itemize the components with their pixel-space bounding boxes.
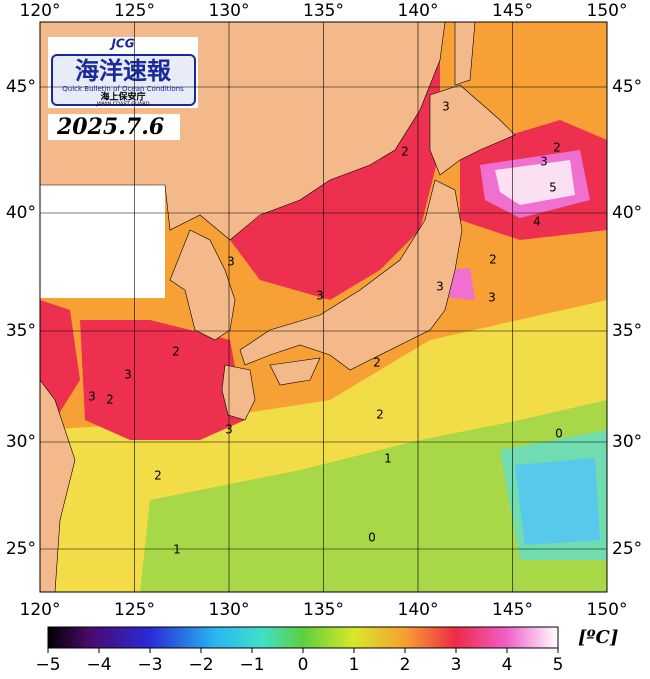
lon-label: 130° (209, 1, 250, 21)
lat-label: 45° (612, 77, 642, 97)
colorbar-label: −4 (86, 655, 111, 675)
lon-label: 145° (492, 600, 533, 620)
colorbar-label: −1 (239, 655, 264, 675)
colorbar-label: 3 (451, 655, 462, 675)
contour-label: 2 (553, 141, 561, 155)
contour-label: 3 (88, 390, 96, 404)
colorbar-unit: [ºC] (578, 627, 618, 648)
contour-label: 3 (488, 291, 496, 305)
colorbar-label: −2 (188, 655, 213, 675)
lat-label: 30° (612, 432, 642, 452)
contour-label: 2 (401, 145, 409, 159)
lon-label: 125° (114, 600, 155, 620)
lon-label: 145° (492, 1, 533, 21)
contour-label: 5 (549, 181, 557, 195)
contour-label: 3 (124, 368, 132, 382)
lon-label: 120° (20, 600, 61, 620)
logo-jcg: JCG (109, 37, 134, 51)
lon-label: 135° (303, 1, 344, 21)
lat-label: 45° (6, 77, 36, 97)
lon-label: 130° (209, 600, 250, 620)
logo-agency-en: JAPAN COAST GUARD (95, 102, 149, 108)
contour-label: 1 (384, 452, 392, 466)
date: 2025.7.6 (56, 114, 164, 140)
lon-label: 140° (398, 1, 439, 21)
contour-label: 2 (106, 393, 114, 407)
lat-label: 35° (612, 321, 642, 341)
lon-label: 150° (587, 600, 628, 620)
logo-subtitle: Quick Bulletin of Ocean Conditions (62, 85, 184, 93)
lon-label: 140° (398, 600, 439, 620)
lat-label: 25° (612, 539, 642, 559)
lon-label: 125° (114, 1, 155, 21)
lat-label: 40° (6, 203, 36, 223)
lon-label: 120° (20, 1, 61, 21)
contour-label: 3 (540, 155, 548, 169)
contour-label: 3 (316, 289, 324, 303)
colorbar-label: 2 (400, 655, 411, 675)
logo-title: 海洋速報 (75, 57, 172, 85)
contour-label: 2 (373, 356, 381, 370)
contour-label: 0 (555, 427, 563, 441)
colorbar-label: 5 (553, 655, 564, 675)
contour-label: 2 (172, 345, 180, 359)
lon-label: 135° (303, 600, 344, 620)
contour-label: 3 (227, 255, 235, 269)
contour-label: 3 (442, 100, 450, 114)
contour-label: 3 (225, 423, 233, 437)
lon-label: 150° (587, 1, 628, 21)
contour-label: 2 (154, 469, 162, 483)
colorbar-label: 1 (349, 655, 360, 675)
lat-label: 25° (6, 539, 36, 559)
colorbar (47, 626, 559, 649)
contour-label: 2 (489, 253, 497, 267)
colorbar-label: −3 (137, 655, 162, 675)
contour-label: 4 (533, 215, 541, 229)
lat-label: 40° (612, 203, 642, 223)
lat-label: 30° (6, 432, 36, 452)
colorbar-label: 0 (298, 655, 309, 675)
logo: JCG 海洋速報 Quick Bulletin of Ocean Conditi… (48, 37, 198, 108)
lat-label: 35° (6, 321, 36, 341)
contour-label: 0 (368, 531, 376, 545)
colorbar-label: −5 (35, 655, 60, 675)
contour-label: 2 (376, 408, 384, 422)
contour-label: 1 (173, 543, 181, 557)
colorbar-label: 4 (502, 655, 513, 675)
contour-label: 3 (436, 280, 444, 294)
